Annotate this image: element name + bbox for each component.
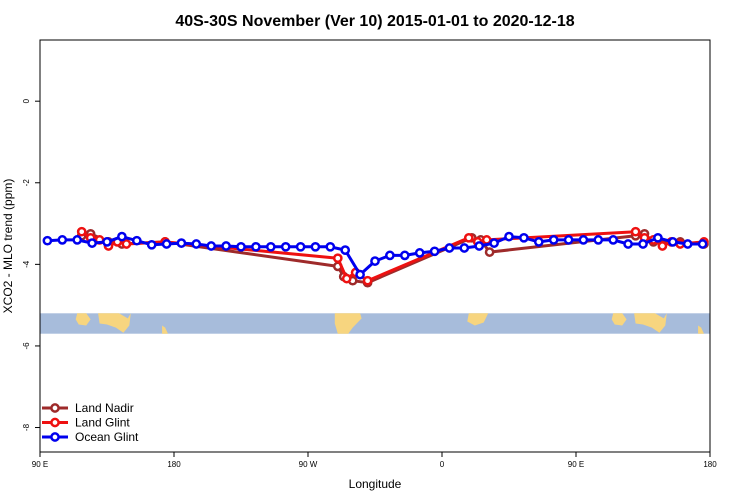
- data-point: [57, 235, 68, 245]
- data-point: [161, 239, 172, 249]
- land-mass-2: [162, 325, 168, 334]
- data-point: [630, 226, 641, 237]
- data-point: [370, 256, 380, 266]
- x-tick-label: 90 E: [568, 460, 584, 469]
- data-point: [481, 235, 492, 245]
- data-point: [667, 237, 678, 247]
- data-point: [548, 235, 559, 245]
- data-point: [87, 238, 97, 248]
- data-point: [489, 238, 499, 248]
- data-point: [121, 239, 132, 249]
- x-axis-title: Longitude: [349, 477, 402, 491]
- data-point: [623, 239, 633, 249]
- data-point: [563, 235, 574, 245]
- map-band: [40, 313, 710, 334]
- legend-swatch-marker: [50, 403, 60, 413]
- legend-swatch-marker: [50, 432, 60, 442]
- data-point: [146, 239, 157, 250]
- x-tick-label: 180: [703, 460, 717, 469]
- data-point: [519, 232, 529, 243]
- data-point: [76, 226, 87, 237]
- land-mass-5: [611, 313, 627, 326]
- data-point: [638, 239, 648, 249]
- data-point: [399, 250, 410, 261]
- data-point: [414, 248, 425, 258]
- legend-swatch-marker: [50, 417, 60, 428]
- ticks-layer: 90 E 180 90 W 0 90 E 180 0 -2 -4 -6 -8: [22, 98, 717, 469]
- chart-title: 40S-30S November (Ver 10) 2015-01-01 to …: [175, 13, 574, 30]
- data-point: [578, 235, 589, 245]
- data-point: [484, 247, 495, 257]
- y-tick-label: -4: [22, 260, 31, 268]
- data-point: [221, 241, 231, 251]
- data-point: [206, 241, 217, 251]
- data-point: [265, 241, 276, 252]
- land-mass-0: [75, 313, 91, 326]
- data-point: [176, 238, 187, 248]
- data-point: [280, 241, 291, 252]
- land-mass-6: [634, 313, 667, 333]
- data-point: [429, 246, 440, 257]
- y-tick-label: -6: [22, 342, 31, 350]
- data-point: [459, 243, 470, 253]
- data-point: [325, 241, 336, 252]
- land-mass-1: [98, 313, 131, 333]
- y-tick-label: 0: [22, 98, 31, 103]
- data-point: [340, 245, 351, 255]
- x-tick-label: 180: [167, 460, 181, 469]
- x-tick-label: 0: [440, 460, 445, 469]
- data-point: [385, 250, 395, 261]
- data-point: [463, 232, 474, 243]
- legend-label: Ocean Glint: [75, 430, 139, 444]
- land-mass-7: [698, 325, 704, 334]
- data-point: [593, 235, 604, 245]
- data-point: [332, 253, 343, 264]
- data-point: [102, 237, 112, 247]
- data-point: [310, 241, 321, 252]
- x-tick-label: 90 E: [32, 460, 48, 469]
- data-point: [191, 239, 202, 249]
- data-point: [697, 239, 708, 249]
- series-layer: [42, 226, 709, 288]
- data-point: [131, 235, 142, 246]
- data-point: [653, 232, 663, 243]
- data-point: [236, 241, 246, 252]
- y-tick-label: -8: [22, 423, 31, 431]
- land-mass-3: [334, 313, 362, 334]
- data-point: [444, 243, 455, 253]
- data-point: [474, 241, 485, 251]
- data-point: [72, 235, 83, 245]
- data-point: [657, 241, 668, 251]
- data-point: [362, 275, 373, 286]
- legend-label: Land Glint: [75, 416, 130, 430]
- plot-frame: [39, 39, 711, 453]
- data-point: [682, 239, 693, 249]
- data-point: [341, 273, 352, 284]
- data-point: [117, 231, 127, 242]
- map-ocean: [40, 313, 710, 334]
- data-point: [608, 235, 619, 245]
- y-axis-title: XCO2 - MLO trend (ppm): [1, 179, 15, 314]
- y-tick-label: -2: [22, 179, 31, 187]
- x-tick-label: 90 W: [299, 460, 318, 469]
- series-ocean-glint: [42, 231, 708, 280]
- land-mass-4: [467, 313, 489, 326]
- legend-label: Land Nadir: [75, 401, 134, 415]
- data-point: [533, 237, 544, 247]
- data-point: [355, 269, 365, 280]
- map-land: [75, 313, 704, 334]
- data-point: [251, 241, 261, 252]
- series-line: [47, 235, 703, 277]
- data-point: [295, 241, 306, 252]
- data-point: [42, 235, 53, 246]
- data-point: [504, 231, 514, 242]
